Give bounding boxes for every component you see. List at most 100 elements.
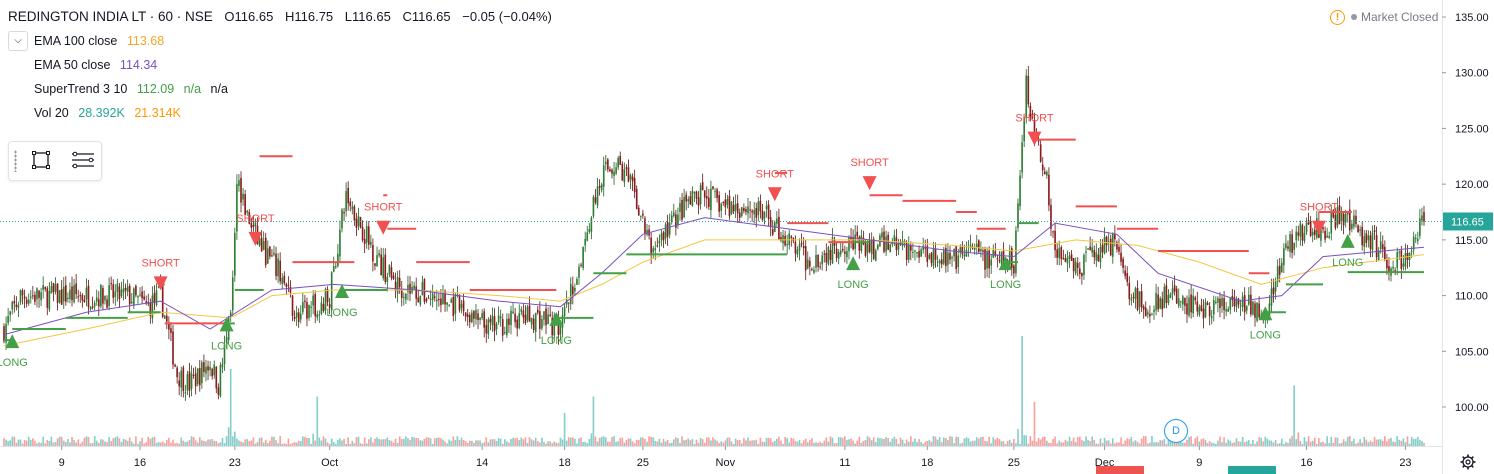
legend-ema50[interactable]: EMA 50 close 114.34	[8, 58, 157, 72]
candle-body	[271, 255, 273, 257]
rectangle-tool-icon[interactable]	[31, 150, 51, 170]
candle-body	[1128, 282, 1131, 300]
volume-bar	[776, 438, 778, 446]
candle-body	[246, 210, 249, 213]
volume-bar	[34, 440, 36, 446]
candle-body	[1124, 270, 1126, 277]
candle-body	[1313, 229, 1316, 236]
candle-body	[365, 226, 368, 243]
volume-bar	[547, 441, 549, 446]
buy-button[interactable]	[1228, 466, 1276, 474]
candle-body	[188, 371, 191, 391]
candle-body	[1351, 223, 1353, 229]
candle-body	[1083, 254, 1085, 276]
candle-body	[520, 309, 523, 312]
candle-body	[1105, 236, 1108, 246]
candle-body	[497, 315, 500, 323]
candle-body	[705, 196, 708, 199]
candle-body	[135, 285, 137, 296]
volume-bar	[1087, 440, 1089, 446]
volume-bar	[532, 440, 535, 446]
volume-bar	[499, 438, 502, 446]
volume-bar	[1013, 439, 1015, 446]
volume-bar	[227, 427, 230, 446]
volume-bar	[701, 439, 704, 446]
short-signal-label: SHORT	[141, 257, 180, 269]
candle-body	[343, 211, 345, 214]
volume-bar	[114, 437, 117, 446]
gear-icon[interactable]	[1460, 454, 1476, 470]
volume-bar	[1332, 442, 1335, 446]
candle-body	[1320, 229, 1322, 241]
lines-tool-icon[interactable]	[71, 150, 95, 170]
candle-body	[382, 257, 385, 279]
volume-bar	[122, 438, 125, 446]
volume-bar	[763, 441, 766, 446]
volume-bar	[590, 433, 593, 446]
sell-button[interactable]	[1096, 466, 1144, 474]
candle-body	[578, 266, 580, 278]
volume-bar	[184, 442, 187, 446]
candle-body	[378, 253, 380, 256]
volume-bar	[174, 443, 176, 446]
candle-body	[600, 184, 603, 191]
candle-body	[907, 244, 910, 260]
y-tick-label: 105.00	[1455, 346, 1489, 358]
legend-value-3: n/a	[210, 82, 228, 96]
volume-bar	[170, 442, 172, 446]
volume-bar	[1223, 437, 1225, 446]
candle-body	[213, 364, 216, 376]
volume-bar	[705, 437, 708, 446]
candle-body	[1243, 295, 1246, 313]
candle-body	[619, 155, 622, 165]
candle-body	[330, 272, 333, 311]
collapse-icon[interactable]: ⌵	[8, 31, 28, 51]
legend-name: Vol 20	[34, 106, 69, 120]
candle-body	[198, 368, 201, 386]
volume-bar	[1311, 440, 1314, 446]
volume-bar	[809, 440, 811, 446]
volume-bar	[83, 437, 86, 446]
volume-bar	[617, 441, 619, 446]
volume-bar	[194, 440, 197, 446]
volume-bar	[79, 443, 82, 446]
volume-bar	[287, 438, 290, 446]
candle-body	[786, 244, 788, 246]
volume-bar	[442, 439, 444, 446]
candle-body	[1118, 246, 1120, 252]
volume-bar	[1138, 443, 1141, 446]
candle-body	[407, 284, 409, 292]
candle-body	[194, 373, 197, 387]
volume-bar	[1126, 438, 1129, 446]
candle-body	[1332, 210, 1335, 218]
candle-body	[312, 295, 314, 306]
candle-body	[536, 309, 539, 313]
volume-bar	[1021, 336, 1023, 446]
volume-bar	[1140, 438, 1143, 446]
legend-supertrend[interactable]: SuperTrend 3 10 112.09 n/a n/a	[8, 82, 228, 96]
short-signal-arrow	[767, 187, 782, 202]
legend-volume[interactable]: Vol 20 28.392K 21.314K	[8, 106, 181, 120]
candle-body	[485, 325, 488, 334]
candle-body	[586, 232, 589, 241]
volume-bar	[786, 438, 788, 446]
candle-body	[1074, 261, 1077, 274]
drag-handle[interactable]	[14, 150, 17, 172]
dividend-marker[interactable]: D	[1164, 419, 1188, 443]
volume-bar	[889, 441, 892, 446]
candle-body	[1068, 255, 1071, 259]
candle-body	[1241, 296, 1244, 307]
symbol-title[interactable]: REDINGTON INDIA LT · 60 · NSE	[8, 9, 213, 24]
volume-bar	[1076, 437, 1079, 446]
warning-icon[interactable]: !	[1330, 10, 1345, 26]
volume-bar	[217, 443, 220, 446]
volume-bar	[25, 440, 28, 446]
legend-ema100[interactable]: EMA 100 close 113.68	[8, 34, 164, 48]
volume-bar	[559, 437, 562, 446]
candle-body	[1050, 204, 1052, 229]
candle-body	[1342, 213, 1345, 226]
volume-bar	[718, 443, 720, 446]
candle-body	[435, 299, 438, 302]
volume-bar	[891, 438, 894, 446]
